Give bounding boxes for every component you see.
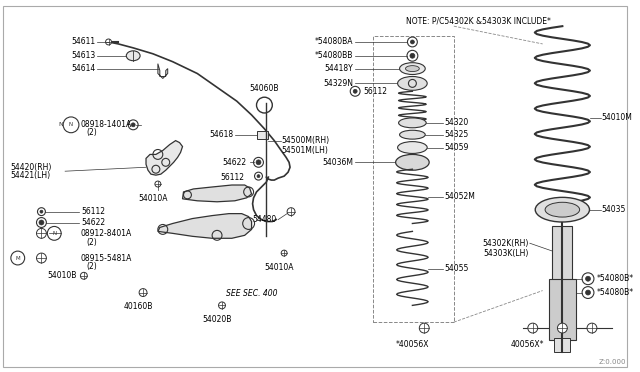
Ellipse shape [397, 77, 427, 90]
Text: 54611: 54611 [72, 38, 96, 46]
Circle shape [106, 39, 111, 45]
Text: 56112: 56112 [81, 207, 105, 216]
Text: 54618: 54618 [210, 130, 234, 139]
Text: 54059: 54059 [444, 143, 468, 152]
Circle shape [419, 323, 429, 333]
Text: 54020B: 54020B [202, 315, 232, 324]
Text: 54420(RH): 54420(RH) [10, 163, 51, 172]
Text: 54320: 54320 [444, 118, 468, 127]
Ellipse shape [399, 130, 425, 139]
Text: (2): (2) [87, 238, 97, 247]
Text: 40056X*: 40056X* [511, 340, 545, 349]
Text: 54329N: 54329N [323, 79, 353, 88]
Text: *54080B*: *54080B* [597, 288, 634, 297]
Bar [257, 131, 268, 139]
Circle shape [528, 323, 538, 333]
Text: 54418Y: 54418Y [324, 64, 353, 73]
Circle shape [39, 220, 44, 225]
Text: 54010B: 54010B [47, 271, 77, 280]
Polygon shape [158, 64, 168, 78]
Text: 54035: 54035 [602, 205, 626, 214]
Text: *54080BB: *54080BB [315, 51, 353, 60]
Bar [552, 227, 572, 281]
Text: Z:0.000: Z:0.000 [599, 359, 627, 365]
Text: M: M [15, 256, 20, 260]
Ellipse shape [397, 142, 427, 153]
Bar [554, 338, 570, 352]
Text: NOTE: P/C54302K &54303K INCLUDE*: NOTE: P/C54302K &54303K INCLUDE* [406, 16, 551, 25]
Text: N: N [69, 122, 73, 127]
Text: 56112: 56112 [221, 173, 244, 182]
Circle shape [36, 228, 46, 238]
Text: N: N [52, 231, 56, 236]
Text: 54622: 54622 [81, 218, 105, 227]
Text: (2): (2) [87, 262, 97, 272]
Text: N: N [59, 122, 63, 127]
Text: 54501M(LH): 54501M(LH) [281, 146, 328, 155]
Text: 54055: 54055 [444, 264, 468, 273]
Text: 54622: 54622 [223, 158, 246, 167]
Circle shape [410, 53, 415, 58]
Circle shape [410, 40, 414, 44]
Polygon shape [146, 141, 182, 175]
Text: *54080B*: *54080B* [597, 274, 634, 283]
Text: 54052M: 54052M [444, 192, 475, 201]
Bar [373, 36, 454, 322]
Circle shape [139, 289, 147, 296]
Circle shape [36, 253, 46, 263]
Ellipse shape [126, 51, 140, 61]
Text: SEE SEC. 400: SEE SEC. 400 [226, 289, 277, 298]
Ellipse shape [396, 154, 429, 170]
Text: 54010A: 54010A [138, 194, 168, 203]
Ellipse shape [399, 62, 425, 74]
Circle shape [281, 250, 287, 256]
Ellipse shape [406, 65, 419, 71]
Ellipse shape [535, 197, 589, 222]
Text: 54302K(RH): 54302K(RH) [483, 239, 529, 248]
Circle shape [287, 208, 295, 216]
Text: 54421(LH): 54421(LH) [10, 171, 50, 180]
Text: 40160B: 40160B [124, 302, 153, 311]
Circle shape [586, 290, 591, 295]
Text: 56112: 56112 [363, 87, 387, 96]
Text: *40056X: *40056X [396, 340, 429, 349]
Text: 54614: 54614 [72, 64, 96, 73]
Ellipse shape [399, 118, 426, 128]
Text: 54500M(RH): 54500M(RH) [281, 136, 330, 145]
Text: 54325: 54325 [444, 130, 468, 139]
Text: *54080BA: *54080BA [315, 38, 353, 46]
Text: 54060B: 54060B [250, 84, 279, 93]
Circle shape [40, 210, 43, 213]
Circle shape [257, 175, 260, 177]
Text: 54010A: 54010A [264, 263, 294, 272]
Circle shape [218, 302, 225, 309]
Text: 08915-5481A: 08915-5481A [81, 254, 132, 263]
Circle shape [131, 123, 135, 127]
Text: 54010M: 54010M [602, 113, 633, 122]
Text: 08912-8401A: 08912-8401A [81, 229, 132, 238]
Ellipse shape [545, 202, 580, 217]
Polygon shape [158, 214, 252, 238]
Bar [548, 279, 576, 340]
Text: 54036M: 54036M [322, 158, 353, 167]
Circle shape [587, 323, 597, 333]
Text: (2): (2) [87, 128, 97, 137]
Circle shape [81, 272, 87, 279]
Text: 54613: 54613 [72, 51, 96, 60]
Text: 54303K(LH): 54303K(LH) [483, 248, 529, 257]
Circle shape [155, 181, 161, 187]
Polygon shape [182, 185, 252, 202]
Text: 54480: 54480 [252, 215, 276, 224]
Text: 08918-1401A: 08918-1401A [81, 120, 132, 129]
Circle shape [353, 89, 357, 93]
Circle shape [586, 276, 591, 281]
Circle shape [256, 160, 261, 165]
Circle shape [557, 323, 567, 333]
